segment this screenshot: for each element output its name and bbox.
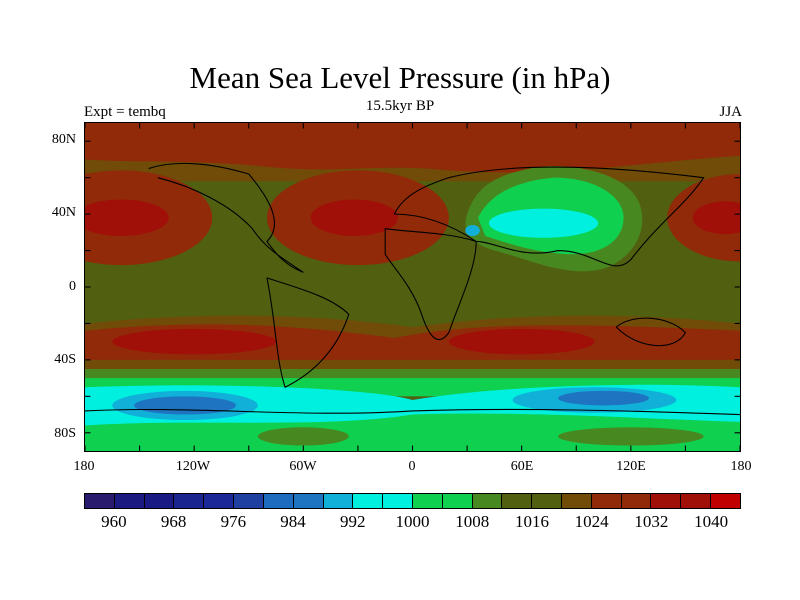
colorbar-box (293, 494, 324, 508)
colorbar-box (711, 494, 740, 508)
colorbar-label: 984 (280, 512, 306, 531)
chart-title: Mean Sea Level Pressure (in hPa) (189, 60, 611, 95)
x-tick-label: 180 (730, 459, 752, 474)
colorbar-label: 1040 (694, 512, 729, 531)
map-field (30, 123, 800, 451)
colorbar-box (114, 494, 145, 508)
x-tick-label: 0 (408, 459, 416, 474)
colorbar-label: 1016 (514, 512, 549, 531)
colorbar-box (383, 494, 413, 508)
coastlines (84, 162, 741, 416)
x-tick-label: 60E (510, 459, 534, 474)
colorbar-box (502, 494, 533, 508)
colorbar-box (234, 494, 264, 508)
experiment-label: Expt = tembq (84, 104, 166, 120)
colorbar-box (263, 494, 294, 508)
colorbar-box (621, 494, 652, 508)
x-tick-label: 180 (73, 459, 95, 474)
colorbar-box (681, 494, 712, 508)
colorbar-label: 1032 (634, 512, 669, 531)
colorbar-box (144, 494, 175, 508)
x-tick-label: 60W (289, 459, 317, 474)
colorbar-box (442, 494, 473, 508)
colorbar-label: 1000 (395, 512, 430, 531)
y-tick-label: 40S (54, 352, 76, 367)
colorbar (84, 493, 741, 509)
colorbar-box (472, 494, 503, 508)
colorbar-box (412, 494, 443, 508)
colorbar-box (174, 494, 205, 508)
colorbar-box (562, 494, 592, 508)
colorbar-box (651, 494, 682, 508)
colorbar-label: 1008 (455, 512, 490, 531)
season-label: JJA (719, 104, 742, 120)
colorbar-label: 1024 (574, 512, 609, 531)
colorbar-label: 992 (340, 512, 366, 531)
x-tick-label: 120E (616, 459, 646, 474)
y-tick-label: 40N (51, 205, 76, 220)
colorbar-box (353, 494, 384, 508)
y-tick-label: 80S (54, 426, 76, 441)
chart-subtitle: 15.5kyr BP (365, 98, 435, 114)
y-tick-label: 0 (69, 279, 76, 294)
x-tick-label: 120W (175, 459, 211, 474)
colorbar-box (204, 494, 235, 508)
colorbar-box (591, 494, 622, 508)
colorbar-box (532, 494, 562, 508)
colorbar-label: 976 (220, 512, 247, 531)
colorbar-box (323, 494, 354, 508)
colorbar-label: 960 (101, 512, 127, 531)
pressure-map (30, 122, 800, 452)
colorbar-label: 968 (160, 512, 187, 531)
y-tick-label: 80N (51, 132, 76, 147)
colorbar-box (85, 494, 115, 508)
